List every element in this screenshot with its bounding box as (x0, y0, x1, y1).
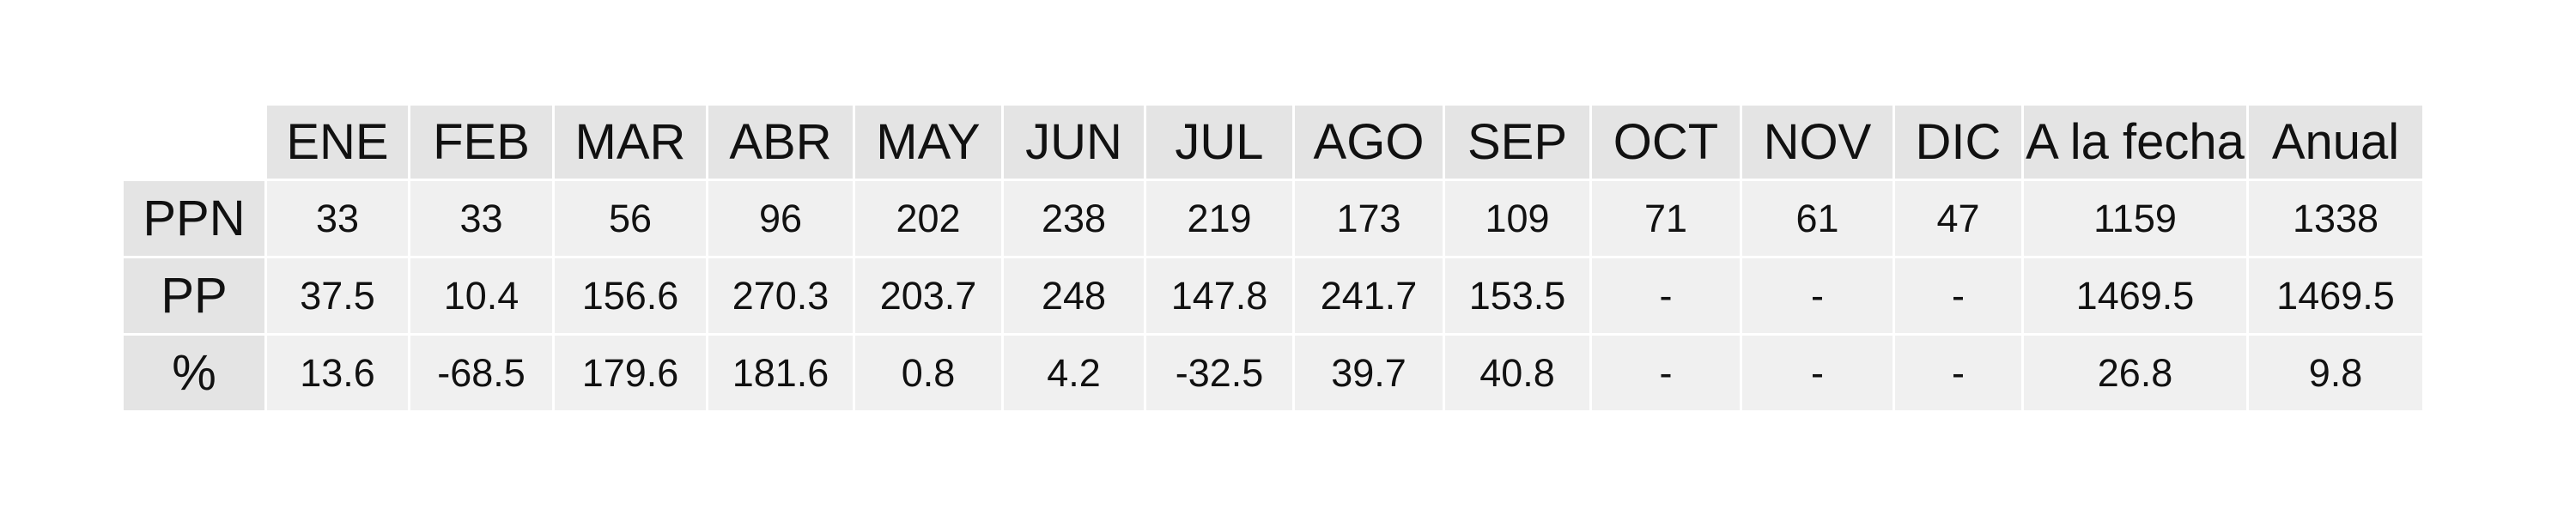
table-cell: 1469.5 (2249, 258, 2422, 333)
table-row-percent: % 13.6 -68.5 179.6 181.6 0.8 4.2 -32.5 3… (124, 336, 2422, 410)
table-cell: 33 (267, 181, 408, 256)
table-cell: 9.8 (2249, 336, 2422, 410)
table-cell: 37.5 (267, 258, 408, 333)
table-cell: 71 (1592, 181, 1740, 256)
table-cell: 33 (410, 181, 552, 256)
table-cell: - (1895, 258, 2021, 333)
column-header-a-la-fecha: A la fecha (2024, 106, 2246, 179)
column-header-dic: DIC (1895, 106, 2021, 179)
table-cell: 153.5 (1445, 258, 1589, 333)
column-header-may: MAY (855, 106, 1001, 179)
table-cell: 202 (855, 181, 1001, 256)
table-cell: 61 (1742, 181, 1893, 256)
column-header-feb: FEB (410, 106, 552, 179)
table-cell: 10.4 (410, 258, 552, 333)
table-cell: 179.6 (555, 336, 706, 410)
table-cell: -68.5 (410, 336, 552, 410)
table-cell: 96 (708, 181, 853, 256)
table-cell: - (1895, 336, 2021, 410)
table-row-ppn: PPN 33 33 56 96 202 238 219 173 109 71 6… (124, 181, 2422, 256)
table-cell: - (1742, 336, 1893, 410)
table-cell: 26.8 (2024, 336, 2246, 410)
table-cell: 173 (1295, 181, 1443, 256)
table-cell: 203.7 (855, 258, 1001, 333)
table-cell: 39.7 (1295, 336, 1443, 410)
column-header-jun: JUN (1004, 106, 1144, 179)
row-header-ppn: PPN (124, 181, 264, 256)
table-cell: 40.8 (1445, 336, 1589, 410)
row-header-pp: PP (124, 258, 264, 333)
row-header-percent: % (124, 336, 264, 410)
table-cell: 147.8 (1146, 258, 1292, 333)
corner-cell (124, 106, 264, 179)
data-table: ENE FEB MAR ABR MAY JUN JUL AGO SEP OCT … (121, 103, 2425, 413)
column-header-abr: ABR (708, 106, 853, 179)
table-cell: 47 (1895, 181, 2021, 256)
table-cell: 56 (555, 181, 706, 256)
column-header-sep: SEP (1445, 106, 1589, 179)
table-cell: 181.6 (708, 336, 853, 410)
table-cell: -32.5 (1146, 336, 1292, 410)
header-row: ENE FEB MAR ABR MAY JUN JUL AGO SEP OCT … (124, 106, 2422, 179)
table-cell: 1338 (2249, 181, 2422, 256)
table-cell: - (1592, 336, 1740, 410)
table-cell: - (1592, 258, 1740, 333)
table-cell: 109 (1445, 181, 1589, 256)
column-header-nov: NOV (1742, 106, 1893, 179)
table-cell: 4.2 (1004, 336, 1144, 410)
table-cell: 156.6 (555, 258, 706, 333)
table-cell: 238 (1004, 181, 1144, 256)
column-header-oct: OCT (1592, 106, 1740, 179)
table-cell: 219 (1146, 181, 1292, 256)
table-row-pp: PP 37.5 10.4 156.6 270.3 203.7 248 147.8… (124, 258, 2422, 333)
column-header-ene: ENE (267, 106, 408, 179)
table-cell: 248 (1004, 258, 1144, 333)
table-cell: 241.7 (1295, 258, 1443, 333)
column-header-anual: Anual (2249, 106, 2422, 179)
table-cell: 1469.5 (2024, 258, 2246, 333)
table-cell: - (1742, 258, 1893, 333)
table-cell: 1159 (2024, 181, 2246, 256)
column-header-ago: AGO (1295, 106, 1443, 179)
table-cell: 270.3 (708, 258, 853, 333)
column-header-mar: MAR (555, 106, 706, 179)
table-cell: 0.8 (855, 336, 1001, 410)
column-header-jul: JUL (1146, 106, 1292, 179)
table-cell: 13.6 (267, 336, 408, 410)
